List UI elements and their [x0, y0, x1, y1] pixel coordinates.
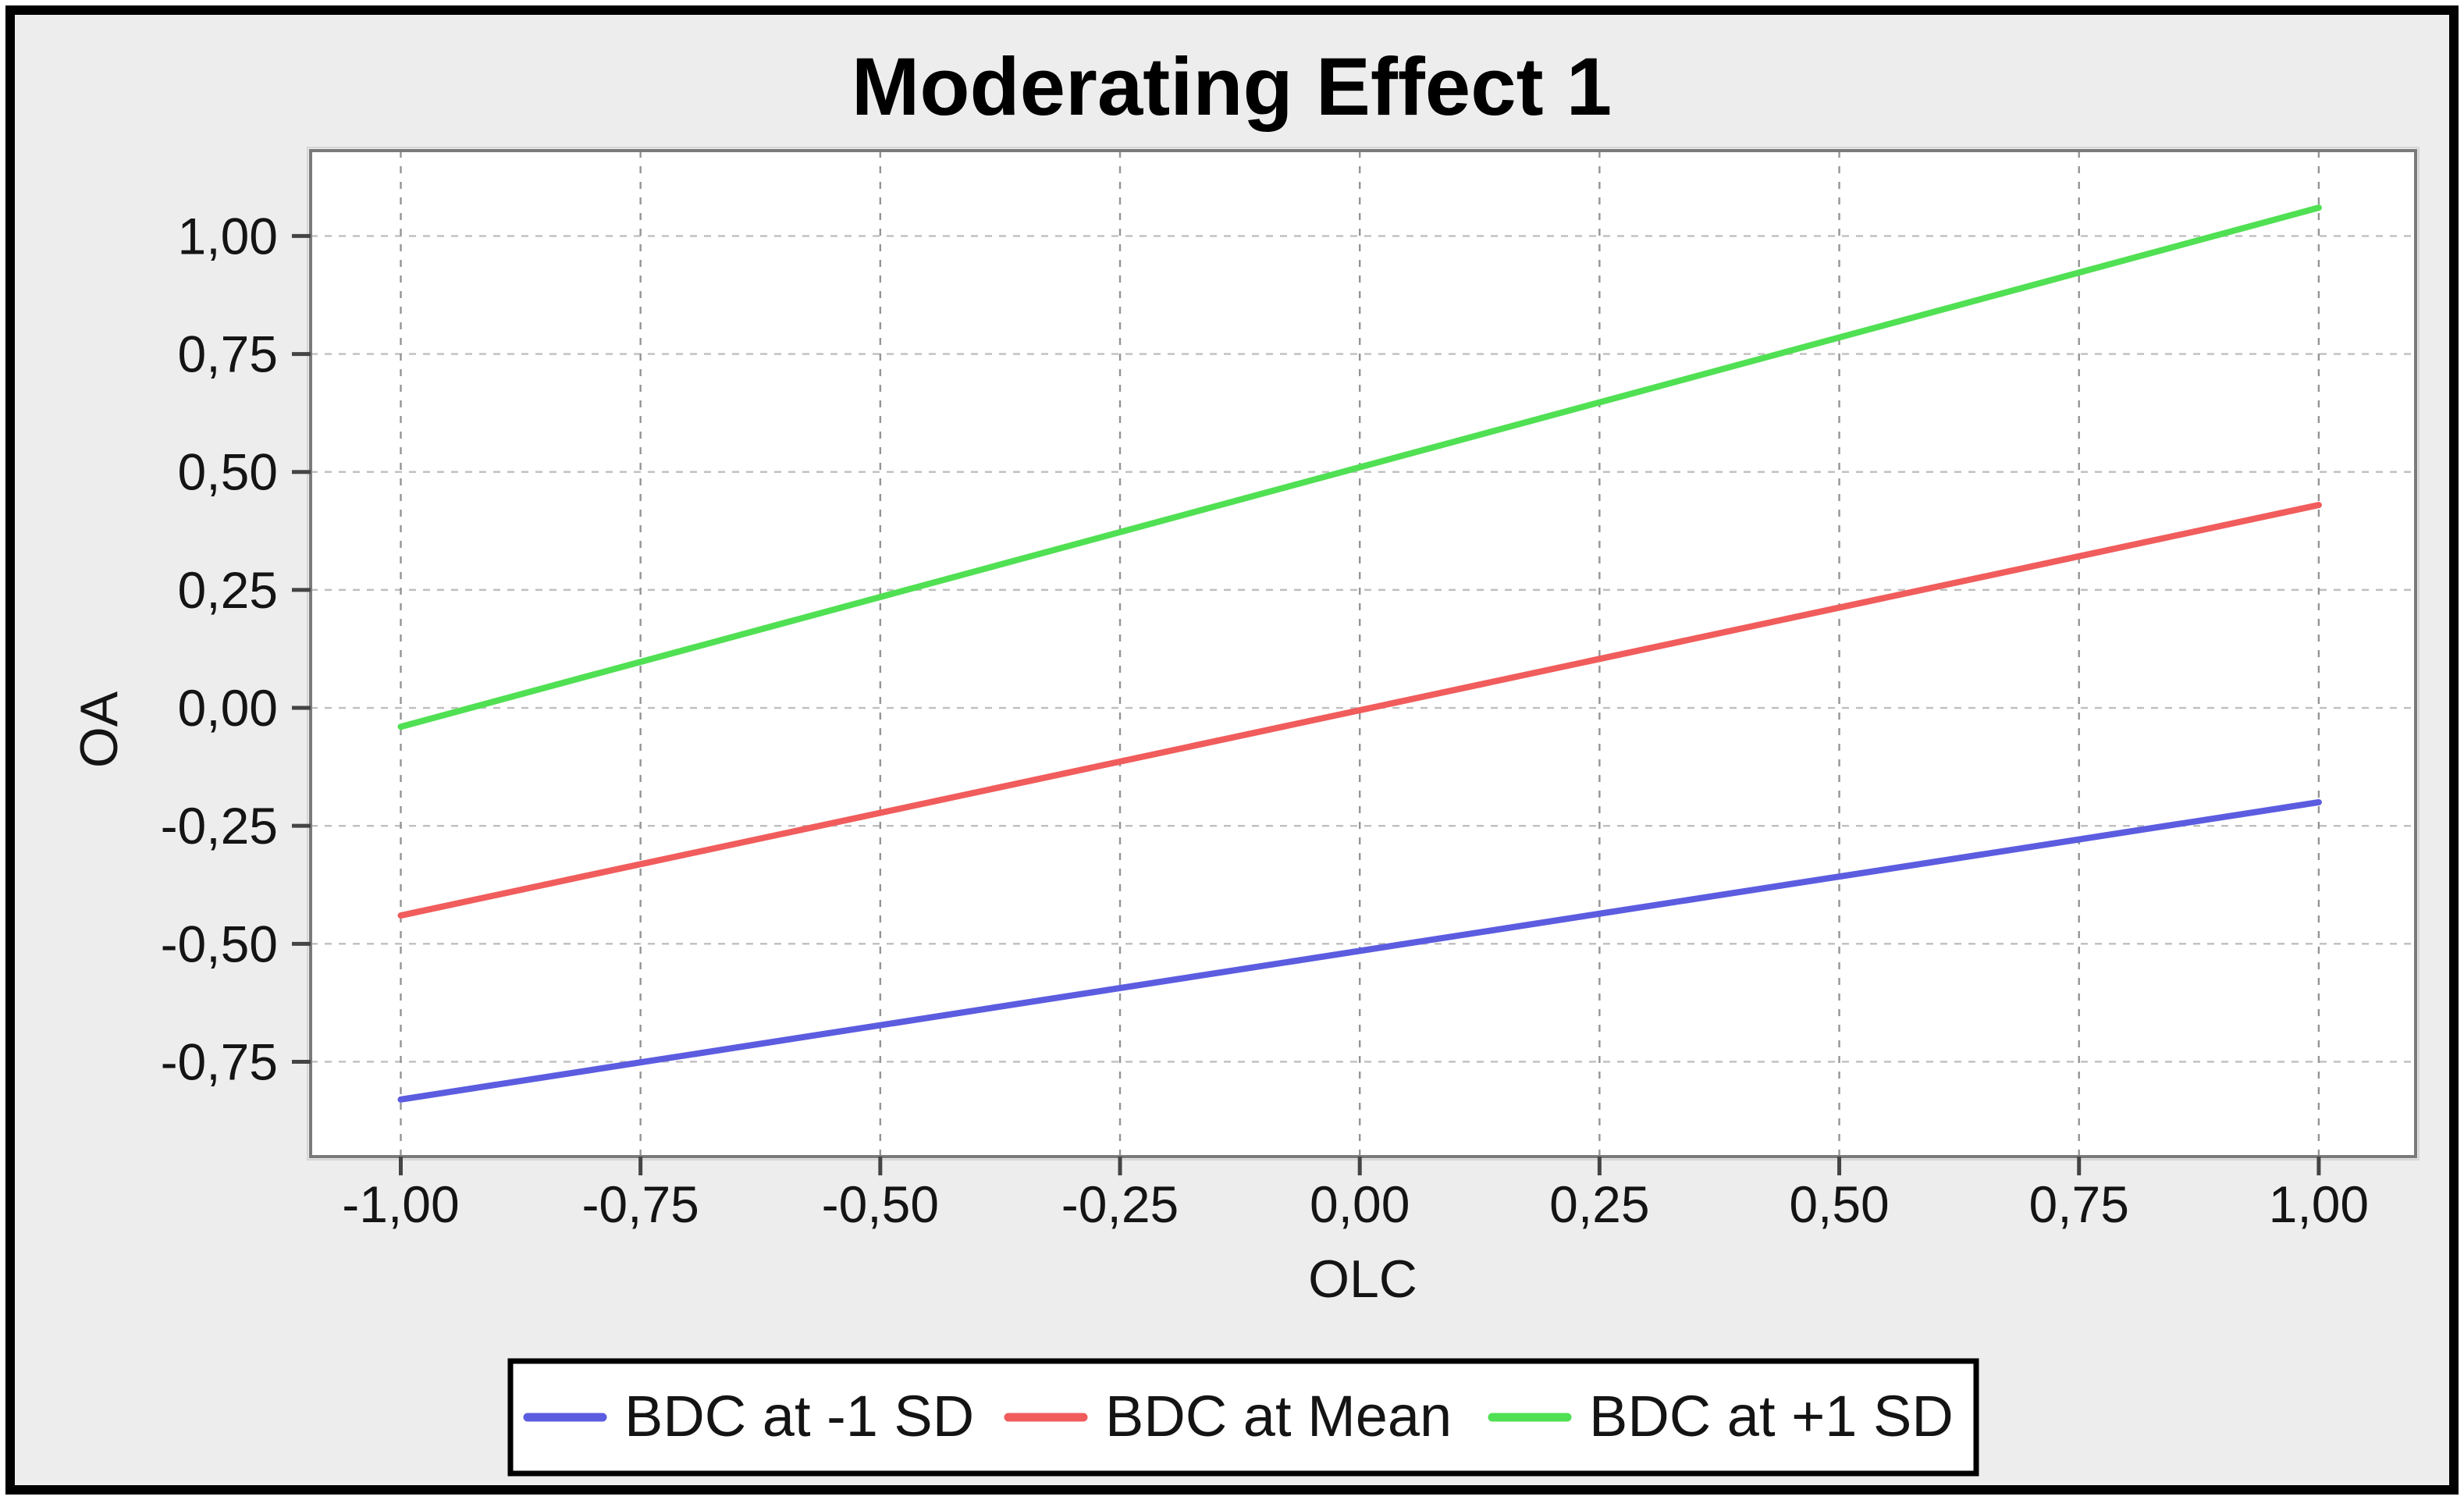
series-line-bdc-at-1-sd — [397, 798, 2322, 1103]
x-tick-label: 0,75 — [2028, 1175, 2128, 1233]
x-tick-label: -0,25 — [1061, 1175, 1179, 1233]
plot-area-bevel — [307, 147, 2420, 1161]
legend-label-3: BDC at +1 SD — [1589, 1384, 1954, 1448]
legend-label-2: BDC at Mean — [1105, 1384, 1452, 1448]
plot-border — [309, 149, 2417, 1158]
y-tick-label: 0,75 — [178, 325, 278, 383]
x-tick-label: 1,00 — [2269, 1175, 2369, 1233]
y-tick-label: -0,50 — [161, 915, 278, 972]
legend: BDC at -1 SD BDC at Mean BDC at +1 SD — [507, 1358, 1979, 1477]
y-axis-label: OA — [69, 691, 129, 768]
series-line-bdc-at-mean — [397, 502, 2322, 919]
plot-area — [311, 151, 2416, 1157]
x-tick-label: 0,25 — [1549, 1175, 1649, 1233]
y-tick-label: 0,25 — [178, 561, 278, 619]
legend-label-1: BDC at -1 SD — [624, 1384, 974, 1448]
x-tick-label: -0,75 — [581, 1175, 699, 1233]
legend-box — [507, 1358, 1979, 1477]
y-tick-label: 1,00 — [178, 207, 278, 265]
y-tick-label: -0,75 — [161, 1033, 278, 1090]
vertical-gridlines — [400, 151, 2320, 1157]
x-tick-label: 0,50 — [1789, 1175, 1889, 1233]
chart-title: Moderating Effect 1 — [852, 41, 1612, 133]
y-tick-label: 0,00 — [178, 679, 278, 737]
x-tick-label: 0,00 — [1310, 1175, 1410, 1233]
y-tick-label: -0,25 — [161, 797, 278, 855]
series-line-bdc-at-1-sd — [397, 204, 2322, 730]
axis-tick-marks — [292, 233, 2321, 1175]
y-tick-labels: 1,00 0,75 0,50 0,25 0,00 -0,25 -0,50 -0,75 — [161, 207, 278, 1090]
series-lines — [397, 204, 2322, 1103]
x-tick-label: -1,00 — [342, 1175, 459, 1233]
x-tick-labels: -1,00 -0,75 -0,50 -0,25 0,00 0,25 0,50 0,75 1,00 — [342, 1175, 2369, 1233]
x-axis-label: OLC — [1308, 1249, 1417, 1309]
x-tick-label: -0,50 — [822, 1175, 939, 1233]
y-tick-label: 0,50 — [178, 443, 278, 501]
